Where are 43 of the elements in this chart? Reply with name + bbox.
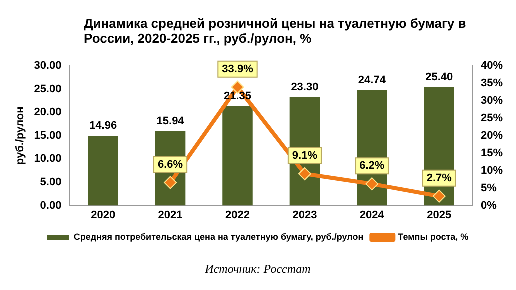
y2-tick-label: 5%	[480, 182, 498, 194]
legend-label: Средняя потребительская цена на туалетную бумагу, руб./рулон	[74, 232, 364, 242]
point	[298, 167, 312, 180]
bar	[222, 106, 253, 206]
text: Источник: Росстат	[204, 262, 312, 277]
data-label: 6.2%	[360, 160, 385, 172]
data-label: 25.40	[426, 71, 454, 84]
y-tick-label: 25.00	[34, 83, 62, 96]
y-tick-label: 5.00	[40, 176, 62, 189]
y-tick-label: 10.00	[34, 153, 62, 166]
data-label: 2.7%	[426, 172, 452, 184]
y2-tick-label: 30%	[480, 94, 504, 107]
y-tick-label: 0.00	[40, 200, 62, 212]
x-tick-label: 2020	[91, 209, 116, 222]
y2-tick-label: 40%	[480, 60, 504, 72]
y2-tick-label: 35%	[480, 78, 504, 90]
chart-title: Динамика средней розничной цены на туалетную бумагу в России, 2020-2025 гг., руб./рулон, %	[84, 16, 468, 46]
data-label: 9.1%	[292, 150, 318, 162]
data-label: 33.9%	[222, 63, 254, 76]
x-tick-label: 2022	[226, 209, 250, 222]
point	[366, 178, 379, 191]
data-label: 15.94	[156, 116, 186, 128]
x-tick-label: 2023	[292, 209, 318, 222]
y-axis-title: руб./рулон	[14, 106, 27, 166]
data-label: 6.6%	[158, 158, 184, 171]
data-label: 24.74	[358, 74, 387, 87]
x-tick-label: 2021	[158, 209, 183, 222]
point	[164, 176, 178, 190]
y-tick-label: 15.00	[34, 130, 62, 142]
x-tick-label: 2025	[427, 209, 452, 222]
y2-tick-label: 15%	[480, 147, 504, 160]
x-tick-label: 2024	[360, 209, 386, 222]
data-label: 23.30	[291, 81, 319, 94]
bar	[88, 136, 118, 206]
y-tick-label: 30.00	[34, 60, 62, 72]
y-tick-label: 20.00	[34, 106, 62, 119]
y2-tick-label: 20%	[480, 130, 504, 142]
data-label: 14.96	[90, 120, 118, 132]
y2-tick-label: 25%	[480, 112, 504, 124]
y2-tick-label: 10%	[480, 164, 504, 177]
y2-tick-label: 0%	[480, 200, 498, 212]
point	[432, 190, 446, 203]
legend-label: Темпы роста, %	[398, 232, 469, 242]
